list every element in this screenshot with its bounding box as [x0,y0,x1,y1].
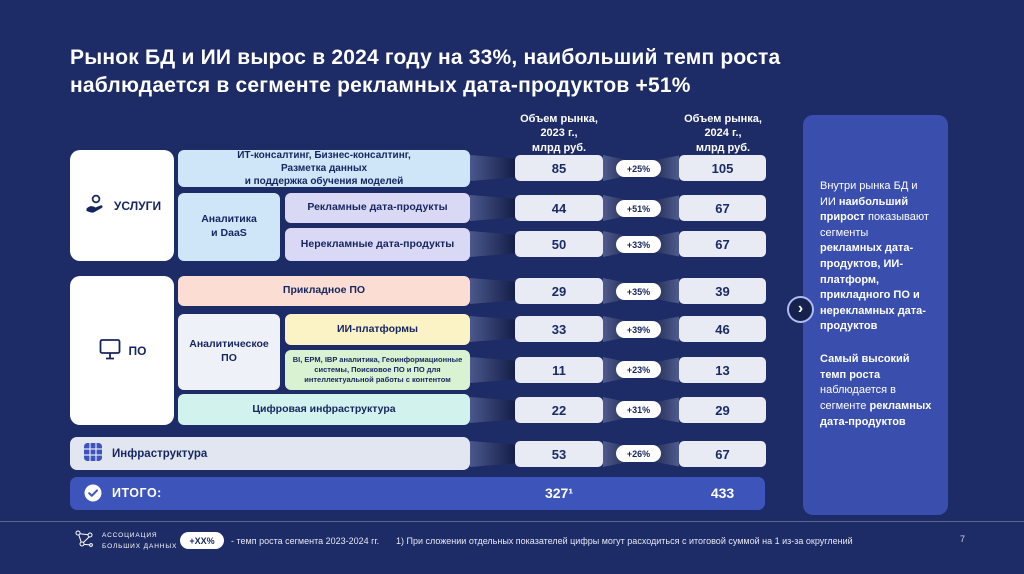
insight-text: наблюдается в сегменте [820,384,896,412]
flow-ribbon [470,357,515,383]
abd-logo-text: АССОЦИАЦИЯ БОЛЬШИХ ДАННЫХ [102,531,177,552]
total-value-2024: 433 [710,485,735,501]
total-check-badge-icon [83,483,103,508]
column-header-2023: Объем рынка, 2023 г., млрд руб. [520,113,598,154]
segment-applied-software: Прикладное ПО [178,276,470,306]
insight-panel: Внутри рынка БД и ИИ наибольший прирост … [803,115,948,515]
insight-text-bold: рекламных дата-продуктов, ИИ-платформ, п… [820,242,926,333]
chevron-right-button[interactable]: › [787,296,814,323]
value-2024-ad-data-products: 67 [679,195,766,221]
value-2024-it-consulting: 105 [679,155,766,181]
value-2023-bi-analytics: 11 [515,357,603,383]
segment-ai-platforms: ИИ-платформы [285,314,470,345]
group-services-box: УСЛУГИ [70,150,174,261]
growth-badge-it-consulting: +25% [616,160,661,177]
flow-ribbon [470,195,515,221]
segment-infrastructure-row: Инфраструктура [70,437,470,470]
services-hand-icon [83,192,107,219]
flow-ribbon [470,441,515,467]
insight-text-bold: Самый высокий темп роста [820,353,910,381]
value-2023-ad-data-products: 44 [515,195,603,221]
group-services-label: УСЛУГИ [113,198,162,213]
chevron-right-icon: › [797,299,804,317]
segment-digital-infrastructure: Цифровая инфраструктура [178,394,470,425]
insight-text: показывают сегменты [820,211,929,239]
legend-growth-badge: +XX% [180,532,224,549]
growth-badge-infrastructure: +26% [616,445,661,462]
value-2023-it-consulting: 85 [515,155,603,181]
value-2024-digital-infrastructure: 29 [679,397,766,423]
abd-logo-line1: АССОЦИАЦИЯ [102,532,158,540]
value-2024-infrastructure: 67 [679,441,766,467]
insight-text-bold: наибольший прирост [820,195,909,224]
growth-badge-ad-data-products: +51% [616,200,661,217]
growth-badge-bi-analytics: +23% [616,361,661,378]
footnote: 1) При сложении отдельных показателей ци… [396,536,853,546]
segment-non-ad-data-products: Нерекламные дата-продукты [285,228,470,261]
column-header-2024: Объем рынка, 2024 г., млрд руб. [684,113,762,154]
insight-text-bold: рекламных дата-продуктов [820,399,932,428]
value-2023-digital-infrastructure: 22 [515,397,603,423]
abd-logo-line2: БОЛЬШИХ ДАННЫХ [102,542,178,550]
total-row: ИТОГО: 327¹ 433 [70,477,765,510]
growth-badge-non-ad-data-products: +33% [616,236,661,253]
flow-ribbon [470,316,515,342]
growth-badge-ai-platforms: +39% [616,321,661,338]
page-number: 7 [960,534,966,544]
value-2023-infrastructure: 53 [515,441,603,467]
total-value-2023: 327¹ [544,485,574,501]
value-2023-non-ad-data-products: 50 [515,231,603,257]
flow-ribbon [470,397,515,423]
legend-label: - темп роста сегмента 2023-2024 гг. [231,536,380,546]
group-software-box: ПО [70,276,174,425]
total-label: ИТОГО: [112,486,162,500]
value-2024-ai-platforms: 46 [679,316,766,342]
page-title: Рынок БД и ИИ вырос в 2024 году на 33%, … [70,46,781,98]
infrastructure-grid-icon [83,442,103,465]
flow-ribbon [470,155,515,181]
group-software-label: ПО [128,343,147,358]
footer-divider [0,521,1024,522]
growth-badge-digital-infrastructure: +31% [616,401,661,418]
subgroup-analytics-daas: Аналитика и DaaS [178,193,280,261]
segment-bi-analytics: BI, EPM, IBP аналитика, Геоинформационны… [285,350,470,390]
infrastructure-label: Инфраструктура [112,447,208,460]
flow-ribbon [470,231,515,257]
monitor-icon [98,338,122,364]
growth-badge-applied-software: +35% [616,283,661,300]
value-2024-applied-software: 39 [679,278,766,304]
flow-ribbon [470,278,515,304]
value-2023-ai-platforms: 33 [515,316,603,342]
abd-logo-network-icon [72,527,96,556]
segment-it-consulting: ИТ-консалтинг, Бизнес-консалтинг, Размет… [178,150,470,187]
value-2024-bi-analytics: 13 [679,357,766,383]
insight-paragraph-1: Внутри рынка БД и ИИ наибольший прирост … [820,179,933,335]
insight-paragraph-2: Самый высокий темп роста наблюдается в с… [820,352,933,430]
abd-logo: АССОЦИАЦИЯ БОЛЬШИХ ДАННЫХ [72,527,177,556]
insight-text: Внутри рынка БД и ИИ [820,180,918,208]
value-2023-applied-software: 29 [515,278,603,304]
subgroup-analytics-po: Аналитическое ПО [178,314,280,390]
value-2024-non-ad-data-products: 67 [679,231,766,257]
segment-ad-data-products: Рекламные дата-продукты [285,193,470,223]
